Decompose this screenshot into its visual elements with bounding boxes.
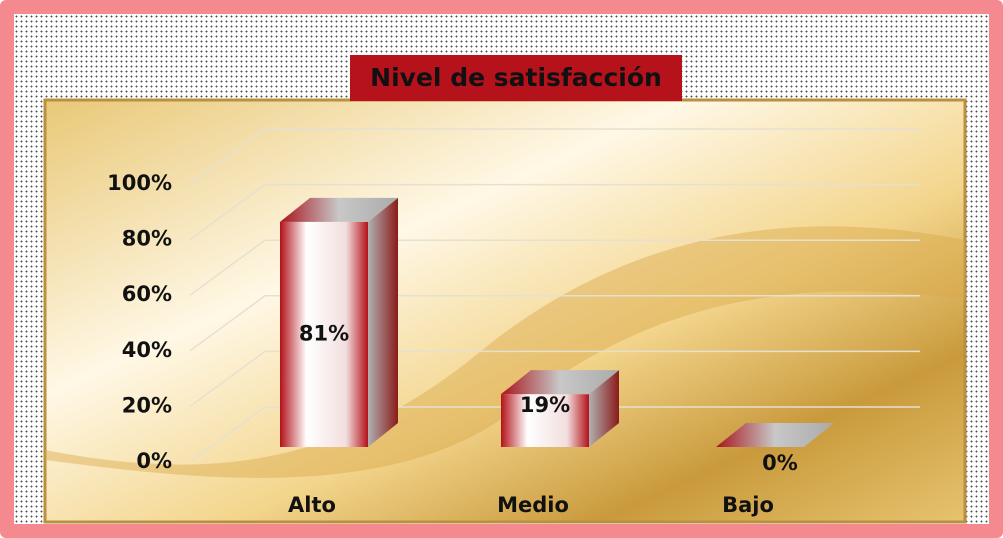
- y-tick-label: 80%: [122, 227, 172, 251]
- x-tick-label: Alto: [288, 493, 336, 517]
- bar-side: [368, 198, 398, 447]
- value-label: 81%: [299, 321, 349, 345]
- y-tick-label: 0%: [136, 449, 172, 473]
- value-label: 0%: [762, 451, 798, 475]
- y-tick-label: 60%: [122, 282, 172, 306]
- x-tick-label: Bajo: [722, 493, 774, 517]
- value-label: 19%: [520, 393, 570, 417]
- y-tick-label: 20%: [122, 393, 172, 417]
- y-tick-label: 40%: [122, 338, 172, 362]
- plot-panel: [45, 100, 965, 522]
- chart-title: Nivel de satisfacción: [370, 63, 662, 92]
- y-tick-label: 100%: [107, 171, 172, 195]
- x-tick-label: Medio: [497, 493, 569, 517]
- chart: Nivel de satisfacción 0% 20% 40% 60% 80% 100%…: [0, 0, 1003, 538]
